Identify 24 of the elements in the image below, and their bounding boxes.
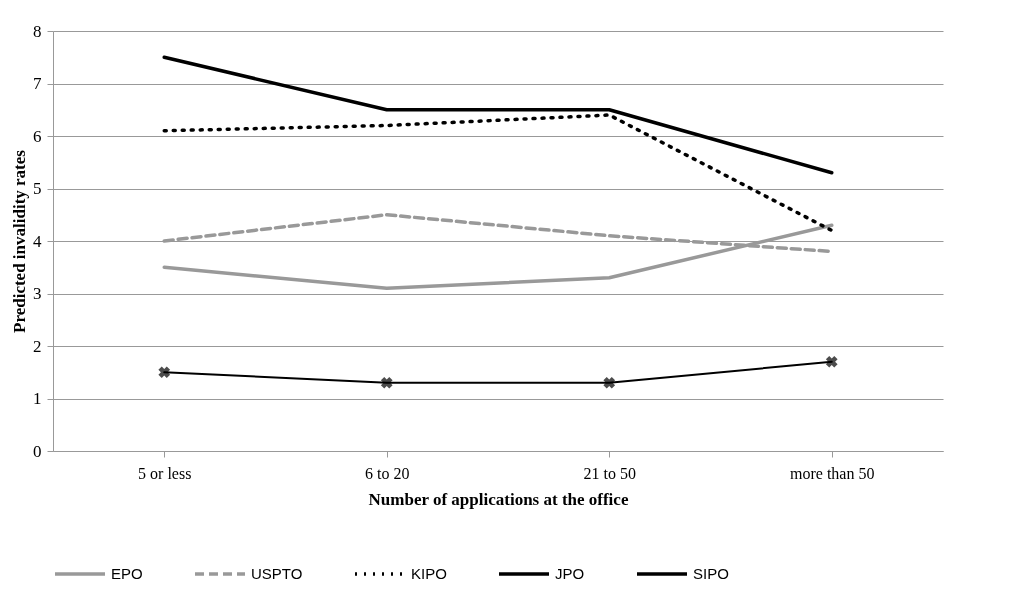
point [158,366,171,379]
legend-label: JPO [555,565,585,582]
y-tick-label: 6 [33,126,42,146]
y-axis-title: Predicted invalidity rates [10,149,29,333]
point [603,376,616,389]
y-tick-label: 5 [33,179,42,198]
x-tick-label: 21 to 50 [583,464,636,482]
y-tick-label: 4 [33,231,42,251]
y-tick-label: 7 [33,74,42,93]
legend-label: EPO [111,565,143,582]
y-tick-label: 2 [33,336,42,356]
y-tick-label: 3 [33,284,42,303]
point [825,355,838,368]
point [380,376,393,389]
x-tick-label: 5 or less [138,464,192,482]
legend-label: SIPO [693,565,729,582]
y-tick-label: 8 [33,21,42,41]
y-tick-label: 0 [33,441,42,461]
x-tick-label: 6 to 20 [365,464,410,482]
x-tick-label: more than 50 [790,464,875,482]
x-axis-title: Number of applications at the office [368,489,629,509]
y-tick-label: 1 [33,389,42,408]
legend-label: USPTO [251,565,303,582]
legend-label: KIPO [411,565,447,582]
